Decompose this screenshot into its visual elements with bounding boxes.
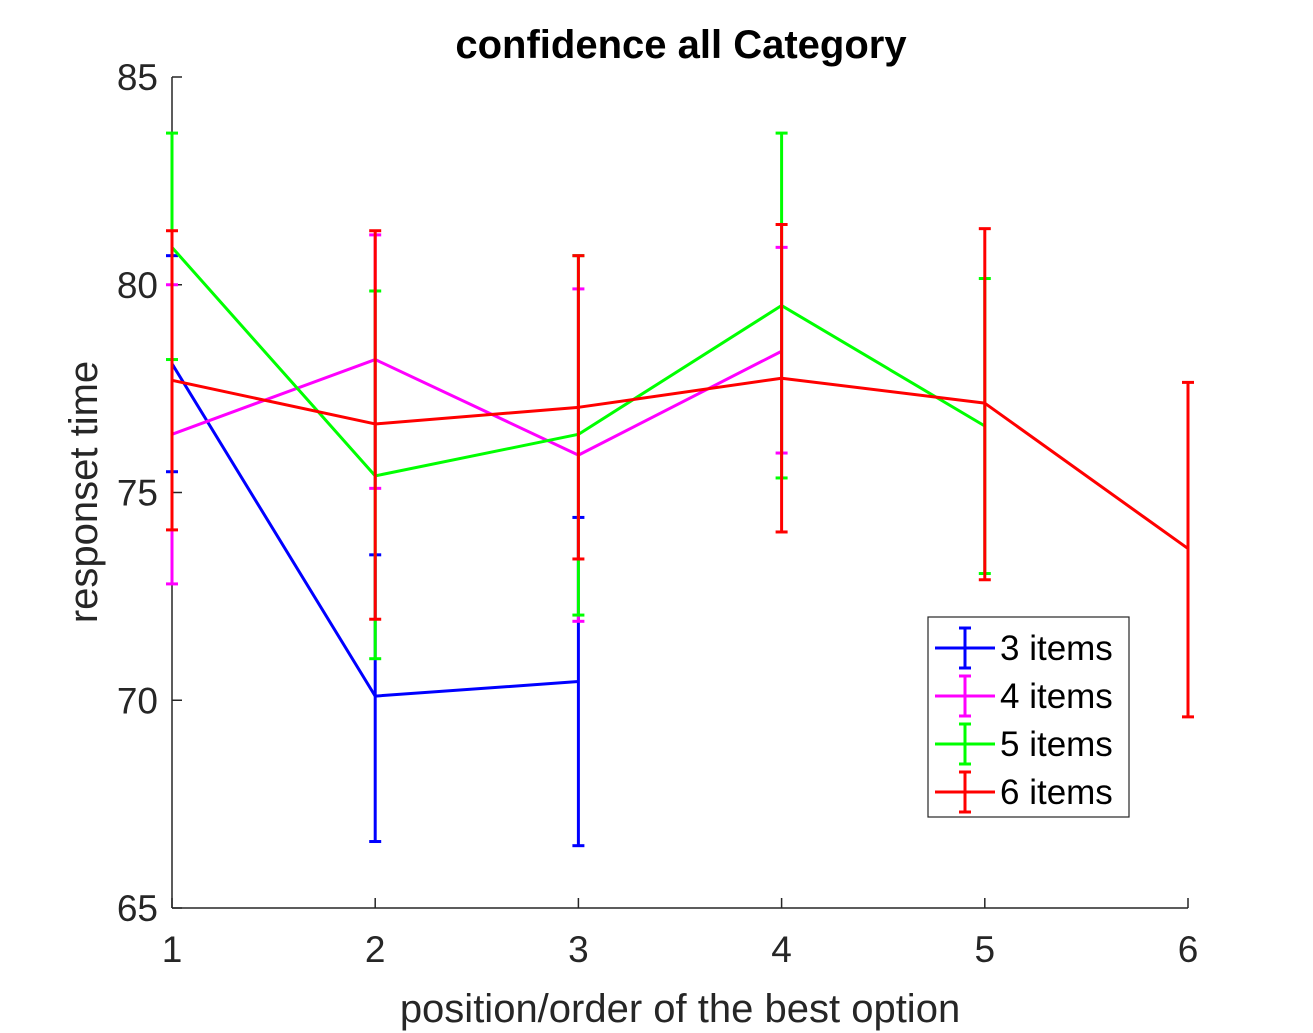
x-tick-label: 3 [568,929,589,970]
legend-item: 5 items [935,722,1113,766]
x-tick-label: 4 [771,929,792,970]
x-tick-label: 2 [365,929,386,970]
y-tick-label: 75 [117,473,158,514]
legend-item: 3 items [935,626,1113,670]
y-ticks: 65 70 75 80 85 [117,57,182,929]
legend-label: 3 items [1000,629,1113,668]
series-line [171,349,783,457]
legend-label: 6 items [1000,773,1113,812]
error-bar [1182,380,1194,719]
x-ticks: 1 2 3 4 5 6 [162,898,1199,970]
legend: 3 items 4 items 5 items 6 items [927,616,1130,818]
y-axis-label: responset time [62,361,106,623]
y-tick-label: 80 [117,265,158,306]
series-line [171,376,1189,550]
error-bar [978,227,991,582]
legend-item: 6 items [935,770,1113,814]
legend-label: 5 items [1000,725,1113,764]
legend-entries: 3 items 4 items 5 items 6 items [935,626,1113,814]
error-bar [369,229,382,621]
series-layer [166,131,1194,848]
x-tick-label: 1 [162,929,183,970]
y-tick-label: 65 [117,888,158,929]
x-tick-label: 6 [1178,929,1199,970]
error-bar [572,254,585,561]
chart-title: confidence all Category [455,23,907,67]
x-axis-label: position/order of the best option [400,987,960,1031]
error-bar [166,229,178,532]
series-6-items [166,223,1194,719]
x-tick-label: 5 [975,929,996,970]
legend-item: 4 items [935,674,1113,718]
legend-label: 4 items [1000,677,1113,716]
error-bar [775,223,788,534]
y-tick-label: 85 [117,57,158,98]
y-tick-label: 70 [117,680,158,721]
